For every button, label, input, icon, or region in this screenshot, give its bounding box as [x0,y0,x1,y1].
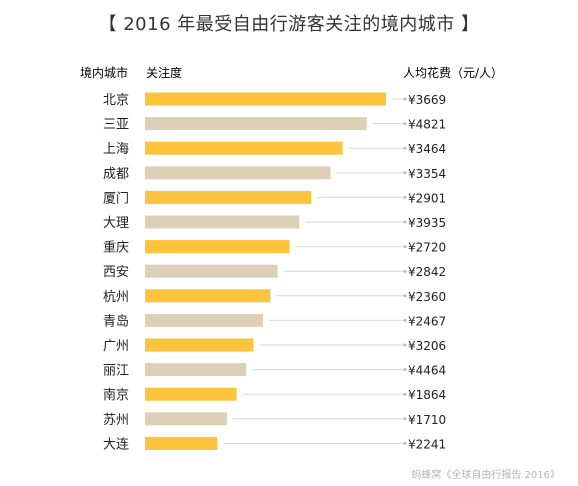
category-label: 苏州 [103,412,129,428]
spending-label: ¥2901 [408,191,446,205]
spending-label: ¥1864 [408,388,446,402]
chart-row: 苏州 ¥1710 [103,412,446,428]
bar [145,264,278,278]
spending-label: ¥4464 [408,364,446,378]
bar [145,338,254,352]
leader-line-dot [403,220,407,224]
leader-line-dot [403,343,407,347]
chart-row: 大连 ¥2241 [103,436,446,452]
chart-row: 厦门 ¥2901 [103,190,446,206]
value-column-header: 关注度 [146,65,182,80]
spending-label: ¥4821 [408,118,446,132]
bar [145,436,218,450]
leader-line-dot [403,392,407,396]
category-label: 青岛 [103,313,129,329]
category-label: 西安 [103,265,129,280]
chart-row: 成都 ¥3354 [103,166,446,182]
chart-row: 南京 ¥1864 [103,387,446,403]
spending-label: ¥3464 [408,142,446,156]
chart-title: 【 2016 年最受自由行游客关注的境内城市 】 [98,14,480,35]
category-column-header: 境内城市 [80,65,128,80]
chart-row: 丽江 ¥4464 [103,363,446,379]
column-headers: 境内城市 关注度 人均花费（元/人） [80,65,503,80]
category-label: 成都 [103,167,129,182]
category-label: 杭州 [103,290,129,305]
chart-row: 重庆 ¥2720 [103,240,446,256]
spending-label: ¥3669 [408,93,446,107]
chart-row: 大理 ¥3935 [103,215,446,231]
leader-line-dot [403,318,407,322]
category-label: 北京 [103,93,129,108]
leader-line-dot [403,146,407,150]
category-label: 重庆 [103,240,129,256]
category-label: 三亚 [103,118,129,133]
bar [145,166,331,180]
bar [145,240,290,254]
leader-line-dot [403,294,407,298]
spending-label: ¥3935 [408,216,446,230]
spending-column-header: 人均花费（元/人） [403,65,503,80]
chart-row: 西安 ¥2842 [103,264,446,280]
spending-label: ¥2360 [408,290,446,304]
leader-line-dot [403,368,407,372]
bar [145,313,264,327]
category-label: 南京 [103,387,129,403]
spending-label: ¥3206 [408,339,446,353]
spending-label: ¥2842 [408,265,446,279]
category-label: 大理 [103,216,129,231]
spending-label: ¥1710 [408,413,446,427]
category-label: 上海 [103,142,129,157]
bar [145,387,237,401]
leader-line-dot [403,441,407,445]
chart-row: 三亚 ¥4821 [103,117,446,133]
bar [145,289,271,303]
bar [145,363,247,377]
category-label: 丽江 [103,364,129,379]
category-label: 广州 [103,339,129,354]
chart-row: 北京 ¥3669 [103,92,446,108]
leader-line-dot [403,269,407,273]
bar [145,215,300,229]
spending-label: ¥3354 [408,167,446,181]
bar [145,412,227,426]
leader-line-dot [403,195,407,199]
spending-label: ¥2241 [408,437,446,451]
leader-line-dot [403,97,407,101]
source-note: 蚂蜂窝《全球自由行报告 2016》 [411,470,560,481]
spending-label: ¥2467 [408,314,446,328]
chart-row: 广州 ¥3206 [103,338,446,354]
spending-label: ¥2720 [408,241,446,255]
chart-row: 上海 ¥3464 [103,141,446,157]
leader-line-dot [403,245,407,249]
category-label: 厦门 [103,191,129,206]
chart-row: 青岛 ¥2467 [103,313,446,329]
bar [145,92,386,106]
chart-rows: 北京 ¥3669 三亚 ¥4821 上海 ¥3464 成都 ¥3354 厦门 ¥2901 大理 ¥39… [103,92,446,452]
category-label: 大连 [103,436,129,452]
leader-line-dot [403,122,407,126]
leader-line-dot [403,171,407,175]
chart-row: 杭州 ¥2360 [103,289,446,305]
leader-line-dot [403,417,407,421]
bar [145,141,343,155]
bar [145,190,312,204]
bar [145,117,367,131]
